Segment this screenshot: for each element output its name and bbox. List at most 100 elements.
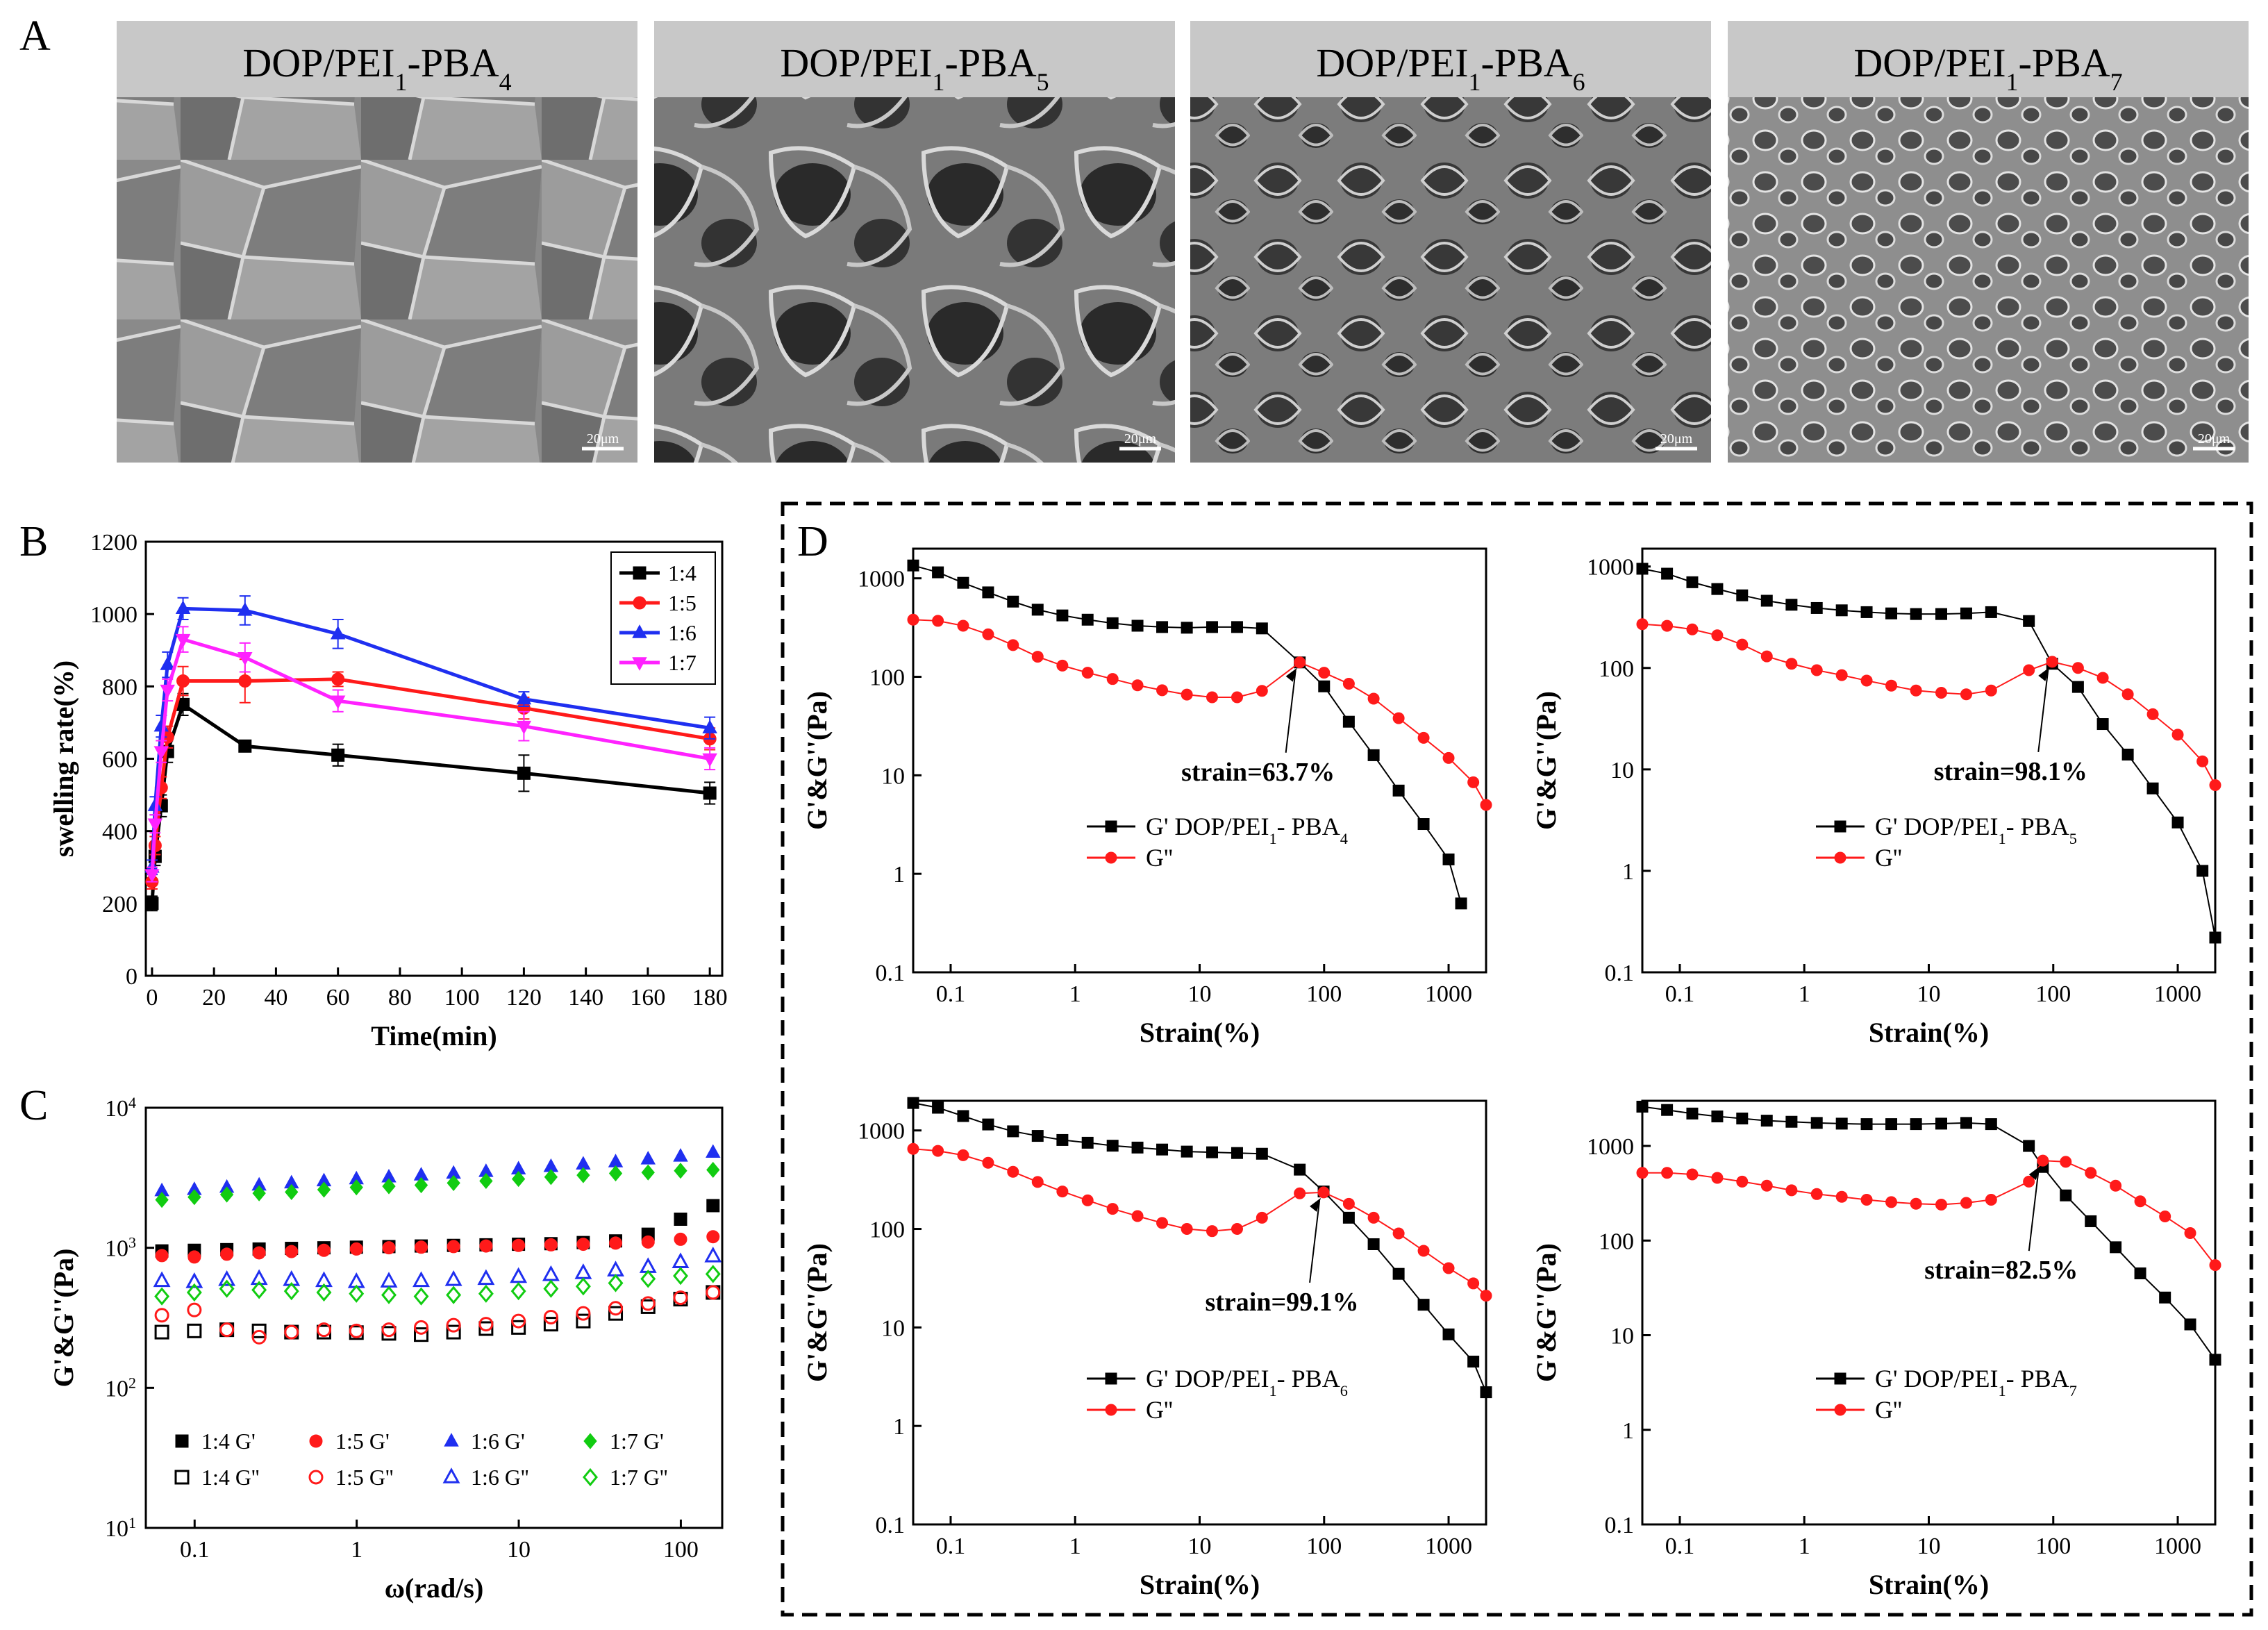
x-tick-label: 10	[1188, 1533, 1212, 1559]
data-point	[2023, 615, 2035, 627]
data-point	[1686, 1168, 1699, 1181]
legend-label: 1:4	[668, 560, 697, 585]
data-point	[907, 613, 919, 626]
data-point	[349, 1323, 364, 1338]
data-point	[2209, 1259, 2221, 1272]
data-point	[1317, 1186, 1330, 1199]
x-tick-label: 10	[1188, 981, 1212, 1007]
legend-marker	[1105, 851, 1117, 864]
legend-marker	[175, 1434, 189, 1448]
legend-label: 1:7 G'	[610, 1429, 664, 1454]
data-point	[982, 628, 994, 640]
chart-d4-strain-sweep: 0.1 1 10 100 1000 0.1 1 10 100 1000 Strain(%) G'&G'…	[1531, 1099, 2221, 1600]
data-point	[1342, 678, 1355, 690]
data-point	[1636, 618, 1649, 631]
y-tick-label: 1000	[858, 567, 905, 592]
annotation-arrowhead	[1285, 667, 1297, 682]
data-point	[1785, 1184, 1798, 1197]
data-point	[1985, 684, 1997, 697]
data-point	[1031, 1130, 1044, 1142]
data-point	[1835, 669, 1848, 681]
data-point	[2060, 1156, 2072, 1168]
data-point	[511, 1320, 526, 1335]
x-tick-label: 1	[1799, 1533, 1810, 1559]
legend-label-part: G' DOP/PEI	[1875, 813, 1999, 840]
x-tick-label: 1	[1799, 981, 1810, 1007]
y-tick-label: 10	[881, 763, 905, 789]
data-point	[1392, 712, 1405, 724]
data-point	[702, 720, 717, 733]
data-point	[1231, 1147, 1243, 1159]
data-point	[1686, 1107, 1699, 1120]
data-point	[543, 1317, 558, 1332]
data-point	[1860, 674, 1873, 687]
data-point	[608, 1165, 623, 1182]
sem-image	[1728, 97, 2249, 463]
y-tick-label: 1	[1622, 859, 1634, 885]
series-line	[912, 1102, 1487, 1392]
data-point	[2060, 1189, 2072, 1201]
data-point	[219, 1279, 235, 1298]
legend-marker	[1105, 1404, 1117, 1416]
y-tick-label: 800	[102, 674, 137, 700]
data-point	[1206, 691, 1218, 704]
legend-marker	[633, 566, 647, 580]
data-point	[412, 1271, 430, 1288]
legend-label: 1:4 G''	[201, 1465, 260, 1490]
sem-title-part: DOP/PEI	[242, 40, 394, 85]
data-point	[673, 1290, 688, 1306]
data-point	[2023, 1140, 2035, 1152]
data-point	[1081, 1136, 1094, 1149]
data-point	[542, 1265, 560, 1281]
data-point	[1294, 1187, 1306, 1199]
data-point	[1442, 751, 1455, 764]
data-point	[1392, 784, 1405, 797]
y-tick-label: 100	[869, 1217, 905, 1243]
legend-marker	[583, 1467, 598, 1487]
data-point	[414, 1327, 429, 1342]
data-point	[2121, 749, 2134, 761]
sem-image	[654, 97, 1175, 463]
data-point	[220, 1247, 234, 1261]
annotation-label: strain=63.7%	[1181, 758, 1335, 787]
series-line	[150, 701, 710, 904]
legend-marker	[1834, 1372, 1846, 1385]
legend-label-part: G' DOP/PEI	[1146, 813, 1269, 840]
data-point	[1031, 651, 1044, 663]
plot-frame	[912, 1099, 1487, 1526]
y-tick-base: 10	[105, 1236, 128, 1262]
y-tick-label: 1	[893, 1414, 905, 1440]
legend-label-part: 5	[2069, 830, 2077, 847]
data-point	[1810, 601, 1823, 614]
sem-title-part: DOP/PEI	[1316, 40, 1468, 85]
data-point	[705, 1265, 721, 1283]
x-tick-label: 0.1	[1665, 1533, 1695, 1559]
data-point	[380, 1272, 398, 1288]
data-point	[1885, 1118, 1898, 1131]
data-point	[1960, 1197, 1972, 1209]
series-line	[1642, 1160, 2216, 1266]
data-point	[2134, 1267, 2146, 1280]
sem-title-bar	[1728, 21, 2249, 97]
y-tick-label: 10	[881, 1315, 905, 1341]
series-line	[150, 677, 710, 882]
scale-bar-label: 20μm	[1124, 431, 1157, 447]
data-point	[1686, 576, 1699, 588]
x-axis-label: Strain(%)	[1869, 1569, 1989, 1600]
data-point	[2071, 662, 2084, 674]
x-tick-label: 1	[1069, 1533, 1081, 1559]
data-point	[1256, 1147, 1268, 1160]
data-point	[706, 1144, 721, 1158]
data-point	[1367, 1238, 1380, 1250]
data-point	[1467, 1356, 1480, 1368]
legend-marker	[174, 1470, 190, 1485]
data-point	[706, 1199, 720, 1213]
legend-marker	[308, 1470, 324, 1485]
sem-title: DOP/PEI1-PBA7	[1853, 40, 2122, 96]
sem-title-bar	[654, 21, 1175, 97]
y-tick-label: 1000	[1587, 555, 1634, 581]
data-point	[574, 1263, 592, 1279]
data-point	[1480, 1386, 1492, 1399]
data-point	[218, 1270, 236, 1286]
data-point	[2037, 1154, 2049, 1167]
